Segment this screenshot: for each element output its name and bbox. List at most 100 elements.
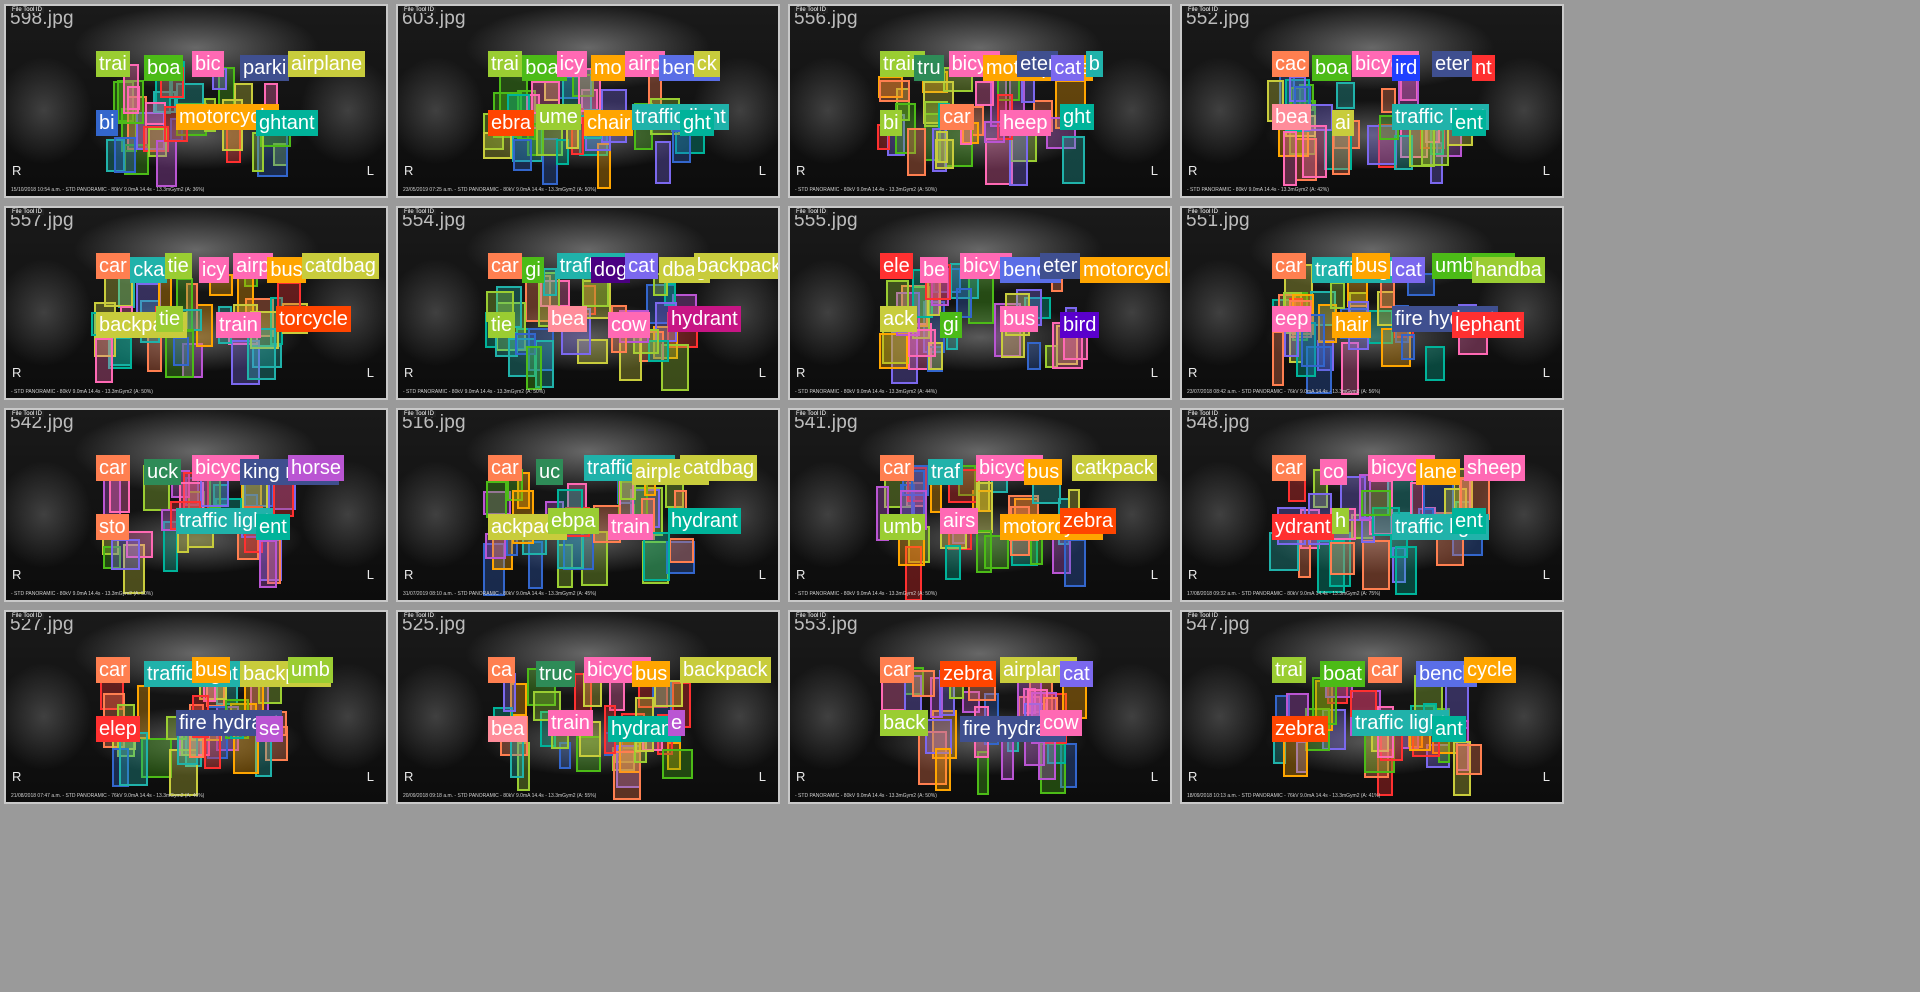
- detection-box: [169, 749, 198, 796]
- acquisition-footer: - STD PANORAMIC - 80kV 9.0mA 14.4s - 13.…: [403, 389, 545, 395]
- detection-label: elep: [96, 716, 140, 742]
- corner-tag: File Tool ID: [1186, 209, 1220, 215]
- panoramic-xray: [790, 208, 1170, 398]
- image-tile[interactable]: ele be bicyc bench eter motorcycle ack gi bus bir…: [788, 206, 1172, 400]
- image-tile[interactable]: car zebra airplane cat back fire hydrant cow 55…: [788, 610, 1172, 804]
- right-side-marker: R: [12, 163, 22, 178]
- detection-box: [935, 748, 951, 791]
- panoramic-xray: [398, 6, 778, 196]
- detection-label: uck: [144, 459, 182, 485]
- corner-tag: File Tool ID: [794, 209, 828, 215]
- right-side-marker: R: [796, 365, 806, 380]
- detection-box: [1395, 546, 1417, 595]
- image-tile[interactable]: car co bicycle lane sheep ydrant h traffic ligh…: [1180, 408, 1564, 602]
- detection-label: catkpack: [1072, 455, 1157, 481]
- detection-label: car: [880, 657, 914, 683]
- detection-label: bea: [548, 306, 588, 332]
- detection-label: bea: [1272, 104, 1312, 130]
- detection-label: lane: [1416, 459, 1460, 485]
- panoramic-xray: [1182, 208, 1562, 398]
- right-side-marker: R: [12, 365, 22, 380]
- detection-label: eter: [1017, 51, 1058, 77]
- detection-label: bi: [880, 110, 902, 136]
- detection-label: tie: [164, 253, 192, 279]
- detection-box: [918, 731, 947, 785]
- image-tile[interactable]: trai boat car bench cycle zebra traffic light a…: [1180, 610, 1564, 804]
- detection-label: ebpa: [548, 508, 599, 534]
- detection-label: hydrant: [668, 306, 741, 332]
- corner-tag: File Tool ID: [402, 7, 436, 13]
- right-side-marker: R: [404, 769, 414, 784]
- detection-label: uc: [536, 459, 564, 485]
- left-side-marker: L: [1150, 365, 1158, 380]
- detection-label: eter: [1432, 51, 1473, 77]
- detection-label: e: [668, 710, 686, 736]
- filename-label: 525.jpg: [402, 614, 466, 635]
- right-side-marker: R: [796, 163, 806, 178]
- image-tile[interactable]: trai boat icy mo airp bench ck ebra ume chair traf…: [396, 4, 780, 198]
- detection-box: [881, 679, 906, 711]
- acquisition-footer: 23/05/2019 07:25 a.m. - STD PANORAMIC - …: [403, 187, 597, 193]
- detection-label: cycle: [1464, 657, 1516, 683]
- detection-label: ydrant: [1272, 514, 1334, 540]
- image-tile[interactable]: traintrubicycmotairplaneetercatbbicarhee…: [788, 4, 1172, 198]
- detection-label: trai: [1272, 657, 1306, 683]
- detection-label: cat: [1051, 55, 1085, 81]
- detection-box: [1301, 314, 1325, 367]
- acquisition-footer: - STD PANORAMIC - 80kV 9.0mA 14.4s - 13.…: [795, 389, 937, 395]
- detection-box: [95, 338, 113, 383]
- detection-label: dog: [590, 257, 631, 283]
- detection-box: [1272, 331, 1284, 386]
- detection-box: [891, 331, 918, 384]
- detection-label: car: [1272, 253, 1306, 279]
- detection-box: [1064, 539, 1086, 587]
- filename-label: 527.jpg: [10, 614, 74, 635]
- detection-box: [508, 338, 536, 377]
- image-tile[interactable]: ca truc bicycle bus backpack bea train hydrant e…: [396, 610, 780, 804]
- detection-label: umb: [288, 657, 333, 683]
- detection-box: [661, 344, 689, 391]
- detection-box: [252, 132, 264, 172]
- left-side-marker: L: [1542, 365, 1550, 380]
- detection-box: [932, 710, 957, 759]
- left-side-marker: L: [758, 365, 766, 380]
- filename-label: 552.jpg: [1186, 8, 1250, 29]
- detection-box: [137, 685, 150, 739]
- image-tile[interactable]: cac boa bicycle ird eter nt bea ai traffic light…: [1180, 4, 1564, 198]
- detection-label: car: [880, 455, 914, 481]
- filename-label: 516.jpg: [402, 412, 466, 433]
- left-side-marker: L: [1150, 163, 1158, 178]
- detection-label: back: [880, 710, 929, 736]
- detection-label: eter: [1040, 253, 1081, 279]
- detection-box: [1045, 345, 1058, 368]
- image-tile[interactable]: car cka tie icy airp bus catdbag backpack tie tra…: [4, 206, 388, 400]
- acquisition-footer: 23/07/2018 08:42 a.m. - STD PANORAMIC - …: [1187, 389, 1381, 395]
- detection-box: [259, 540, 277, 588]
- detection-box: [1362, 540, 1390, 590]
- image-tile[interactable]: car traf bicycle bus catkpack umb airs motorcyc…: [788, 408, 1172, 602]
- image-tile[interactable]: car uc traffic ligh airplane catdbag ackpack e…: [396, 408, 780, 602]
- acquisition-footer: - STD PANORAMIC - 80kV 9.0mA 14.4s - 13.…: [795, 793, 937, 799]
- image-tile[interactable]: trai boa bic parki airplane bi motorcycle ghtan…: [4, 4, 388, 198]
- left-side-marker: L: [758, 163, 766, 178]
- right-side-marker: R: [1188, 567, 1198, 582]
- detection-label: train: [608, 514, 653, 540]
- acquisition-footer: 20/09/2018 09:18 a.m. - STD PANORAMIC - …: [403, 793, 597, 799]
- acquisition-footer: - STD PANORAMIC - 80kV 9.0mA 14.4s - 13.…: [795, 187, 937, 193]
- detection-box: [1361, 517, 1375, 543]
- detection-box: [1063, 335, 1088, 360]
- detection-label: ght: [680, 110, 714, 136]
- detection-label: car: [488, 253, 522, 279]
- detection-box: [127, 86, 140, 110]
- detection-label: cow: [1040, 710, 1082, 736]
- detection-label: bea: [488, 716, 528, 742]
- detection-label: icy: [198, 257, 230, 283]
- detection-box: [1009, 134, 1028, 186]
- corner-tag: File Tool ID: [794, 7, 828, 13]
- left-side-marker: L: [366, 365, 374, 380]
- detection-label: trai: [96, 51, 130, 77]
